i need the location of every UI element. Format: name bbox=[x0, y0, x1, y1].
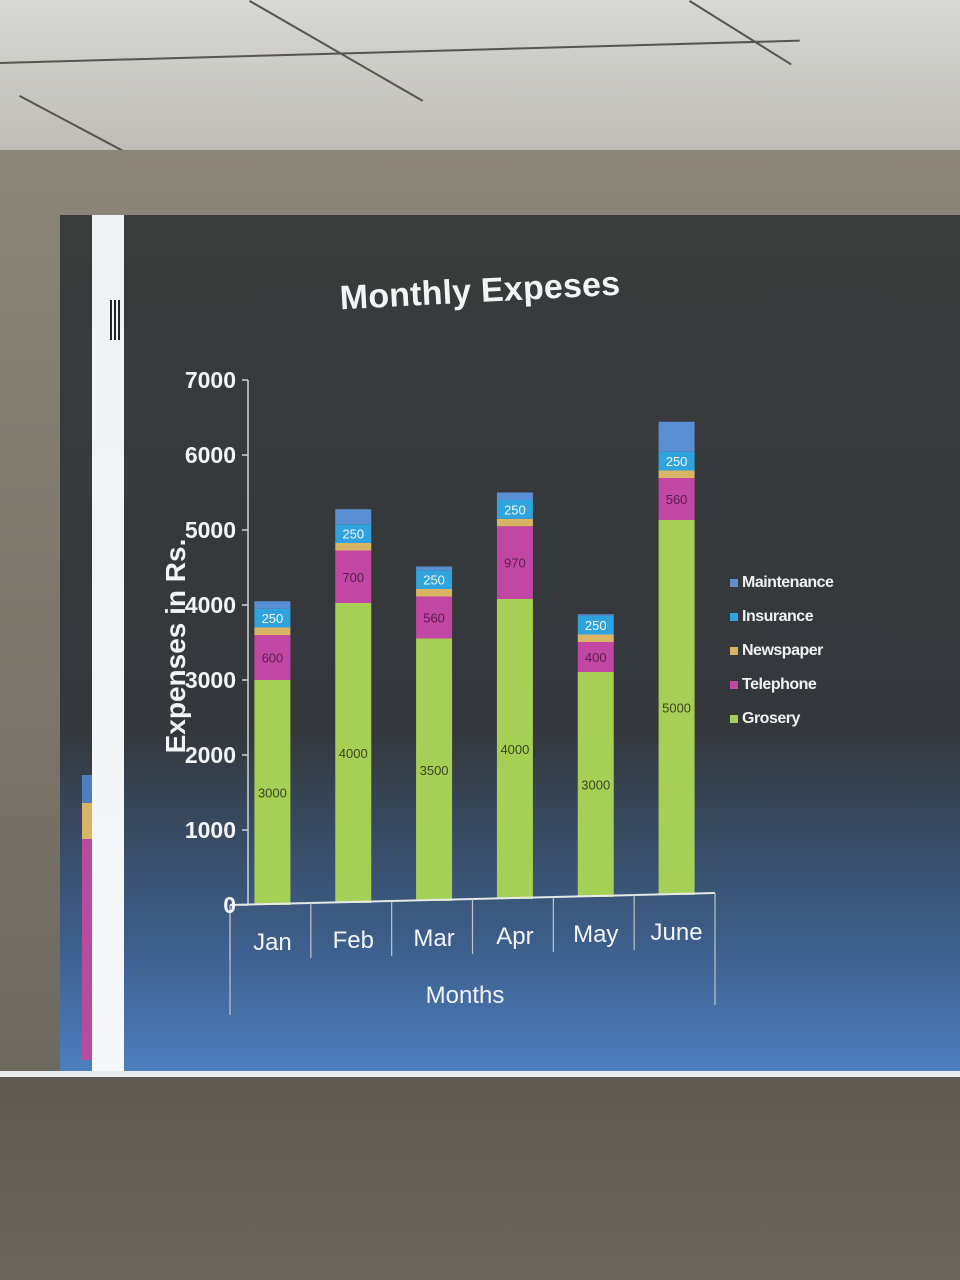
legend-label: Telephone bbox=[742, 676, 817, 693]
bar-maintenance-may bbox=[577, 614, 614, 616]
y-tick-label: 5000 bbox=[185, 517, 236, 543]
data-label: 250 bbox=[423, 573, 445, 588]
legend-item-newspaper: Newspaper bbox=[730, 634, 870, 668]
legend-label: Insurance bbox=[742, 608, 814, 625]
data-label: 600 bbox=[262, 651, 284, 666]
bar-maintenance-jan bbox=[254, 601, 291, 609]
data-label: 700 bbox=[342, 570, 364, 585]
y-tick-label: 3000 bbox=[185, 667, 236, 693]
bar-grosery-jan bbox=[254, 680, 291, 905]
legend-swatch bbox=[730, 715, 738, 723]
data-label: 3500 bbox=[420, 763, 449, 778]
legend-label: Newspaper bbox=[742, 642, 823, 659]
bar-telephone-mar bbox=[416, 596, 453, 639]
x-tick-label: Feb bbox=[333, 927, 374, 954]
legend-item-insurance: Insurance bbox=[730, 600, 870, 634]
chart-legend: Maintenance Insurance Newspaper Telephone Gr… bbox=[730, 566, 870, 736]
legend-swatch bbox=[730, 613, 738, 621]
bar-insurance-apr bbox=[496, 500, 533, 519]
data-label: 250 bbox=[666, 454, 688, 469]
y-tick-label: 0 bbox=[223, 892, 236, 918]
bar-insurance-may bbox=[577, 615, 614, 635]
screen-bottom-edge bbox=[0, 1071, 960, 1077]
y-tick-label: 1000 bbox=[185, 817, 236, 843]
slide-thumbnail-strip bbox=[82, 775, 92, 1060]
legend-item-telephone: Telephone bbox=[730, 668, 870, 702]
thumb-segment bbox=[82, 775, 92, 803]
x-tick-label: Mar bbox=[413, 925, 454, 952]
data-label: 560 bbox=[666, 492, 688, 507]
bar-newspaper-feb bbox=[335, 543, 372, 551]
thumb-segment bbox=[82, 839, 92, 1060]
bar-telephone-apr bbox=[496, 526, 533, 599]
wall-base bbox=[0, 1076, 960, 1280]
x-tick-label: May bbox=[573, 921, 618, 948]
bar-grosery-may bbox=[577, 672, 614, 897]
bar-newspaper-june bbox=[658, 470, 695, 478]
bar-telephone-may bbox=[577, 642, 614, 672]
bar-maintenance-mar bbox=[416, 566, 453, 571]
y-tick-label: 4000 bbox=[185, 592, 236, 618]
thumb-segment bbox=[82, 803, 92, 839]
bar-insurance-mar bbox=[416, 570, 453, 589]
bar-newspaper-jan bbox=[254, 627, 291, 635]
data-label: 970 bbox=[504, 556, 526, 571]
bar-newspaper-may bbox=[577, 634, 614, 642]
bar-grosery-june bbox=[658, 520, 695, 895]
data-label: 250 bbox=[585, 618, 607, 633]
bar-maintenance-feb bbox=[335, 509, 372, 525]
bar-telephone-jan bbox=[254, 635, 291, 680]
data-label: 4000 bbox=[339, 746, 368, 761]
y-tick-label: 6000 bbox=[185, 442, 236, 468]
legend-swatch bbox=[730, 579, 738, 587]
legend-swatch bbox=[730, 681, 738, 689]
y-tick-label: 7000 bbox=[185, 367, 236, 393]
legend-label: Grosery bbox=[742, 710, 800, 727]
y-tick-label: 2000 bbox=[185, 742, 236, 768]
slide-sidebar bbox=[92, 215, 124, 1075]
data-label: 400 bbox=[585, 650, 607, 665]
bar-telephone-feb bbox=[335, 550, 372, 603]
legend-label: Maintenance bbox=[742, 574, 834, 591]
bar-telephone-june bbox=[658, 478, 695, 520]
x-axis-label: Months bbox=[426, 982, 505, 1009]
data-label: 560 bbox=[423, 611, 445, 626]
bar-insurance-feb bbox=[335, 524, 372, 543]
legend-item-maintenance: Maintenance bbox=[730, 566, 870, 600]
data-label: 4000 bbox=[500, 742, 529, 757]
bar-grosery-feb bbox=[335, 603, 372, 903]
data-label: 250 bbox=[504, 502, 526, 517]
data-label: 250 bbox=[342, 527, 364, 542]
bar-insurance-june bbox=[658, 451, 695, 471]
bar-insurance-jan bbox=[254, 608, 291, 628]
bar-grosery-mar bbox=[416, 638, 453, 901]
data-label: 250 bbox=[262, 611, 284, 626]
bar-maintenance-june bbox=[658, 421, 695, 452]
bar-grosery-apr bbox=[496, 599, 533, 899]
bar-newspaper-apr bbox=[496, 518, 533, 527]
bar-maintenance-apr bbox=[496, 492, 533, 500]
x-tick-label: Apr bbox=[496, 923, 533, 950]
legend-item-grosery: Grosery bbox=[730, 702, 870, 736]
scroll-grip-icon bbox=[110, 300, 122, 340]
data-label: 3000 bbox=[258, 786, 287, 801]
x-tick-label: Jan bbox=[253, 929, 292, 956]
data-label: 3000 bbox=[581, 778, 610, 793]
bar-newspaper-mar bbox=[416, 589, 453, 597]
legend-swatch bbox=[730, 647, 738, 655]
x-tick-label: June bbox=[651, 919, 703, 946]
data-label: 5000 bbox=[662, 701, 691, 716]
